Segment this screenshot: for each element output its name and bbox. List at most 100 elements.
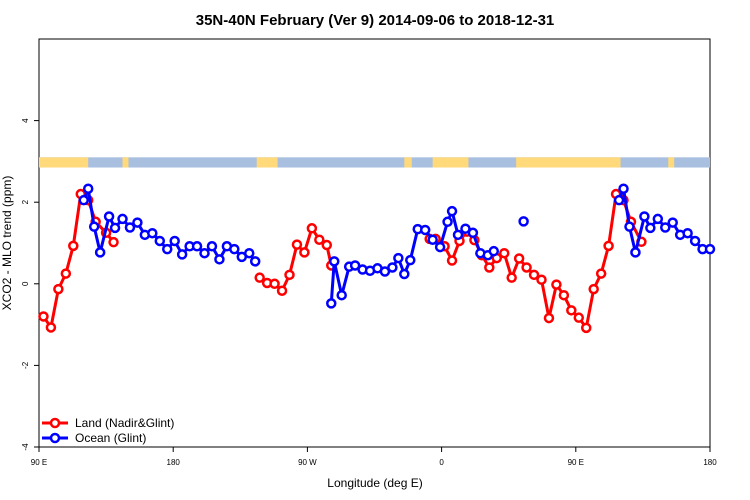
ocean-glint-point (399, 268, 410, 280)
land-nadir-glint-line (42, 192, 115, 329)
x-tick-label: 90 W (298, 458, 317, 467)
ocean-glint-point (154, 235, 166, 247)
ocean-glint-point (704, 243, 716, 255)
land-segment (516, 157, 621, 168)
land-nadir-glint-point (108, 236, 119, 248)
ocean-glint-point (328, 256, 340, 267)
land-nadir-glint-point (580, 322, 592, 334)
chart-title: 35N-40N February (Ver 9) 2014-09-06 to 2… (196, 12, 555, 29)
land-nadir-glint-point (45, 322, 57, 333)
ocean-glint-point (169, 235, 180, 247)
land-nadir-glint-point (558, 289, 570, 301)
ocean-glint-point (147, 227, 158, 239)
ocean-glint-point (488, 245, 500, 257)
ocean-glint-point (442, 216, 453, 228)
ocean-glint-point (387, 262, 398, 273)
ocean-glint-point (419, 224, 431, 236)
y-axis-label: XCO2 - MLO trend (ppm) (0, 176, 14, 311)
axes: 90 E 180 90 W 0 90 E 180 -4 -2 0 2 4 (21, 118, 717, 467)
ocean-glint-point (243, 247, 255, 259)
land-nadir-glint-point (68, 240, 79, 252)
land-nadir-glint-point (446, 255, 458, 266)
land-nadir-glint-point (588, 283, 599, 295)
ocean-glint-point (660, 222, 671, 233)
y-tick-label: -4 (21, 443, 30, 451)
land-nadir-glint-point (314, 234, 325, 245)
ocean-glint-point (191, 241, 203, 252)
ocean-glint-point (393, 252, 404, 264)
land-nadir-glint-point (53, 283, 64, 295)
x-tick-label: 90 E (31, 458, 47, 467)
ocean-glint-point (336, 289, 347, 301)
legend-label: Ocean (Glint) (75, 431, 146, 445)
ocean-glint-point (652, 213, 664, 225)
ocean-glint-point (199, 247, 210, 259)
ocean-glint-point (326, 298, 337, 309)
y-tick-label: 2 (21, 199, 30, 204)
land-segment (256, 157, 278, 168)
x-axis-label: Longitude (deg E) (327, 476, 422, 490)
ocean-glint-point (460, 223, 471, 234)
legend: Land (Nadir&Glint)Ocean (Glint) (42, 416, 174, 445)
ocean-glint-point (88, 221, 100, 232)
ocean-glint-point (124, 222, 136, 233)
land-nadir-glint-point (498, 247, 510, 259)
x-tick-label: 180 (167, 458, 181, 467)
land-nadir-glint-point (60, 268, 72, 279)
y-tick-label: 0 (21, 281, 30, 286)
ocean-glint-point (689, 235, 701, 247)
land-nadir-glint-point (484, 262, 495, 273)
land-nadir-glint-point (573, 312, 585, 323)
ocean-glint-point (682, 227, 693, 239)
land-nadir-glint-line (429, 192, 643, 330)
land-nadir-glint-point (513, 253, 525, 264)
ocean-glint-point (132, 217, 143, 228)
ocean-glint-point (613, 194, 625, 206)
x-tick-label: 0 (439, 458, 444, 467)
land-nadir-glint-point (38, 311, 49, 322)
land-nadir-glint-point (254, 272, 265, 283)
ocean-glint-point (645, 222, 656, 234)
ocean-glint-point (518, 216, 529, 227)
ocean-glint-point (639, 211, 650, 222)
ocean-glint-point (624, 221, 635, 232)
ocean-glint-point (630, 247, 641, 258)
land-nadir-glint-point (536, 274, 547, 285)
ocean-glint-point (94, 247, 106, 258)
ocean-glint-point (446, 205, 458, 217)
ocean-glint-point (229, 243, 240, 255)
ocean-glint-point (618, 183, 629, 194)
ocean-glint-point (109, 222, 121, 234)
ocean-glint-point (214, 254, 225, 265)
ocean-glint-point (379, 266, 391, 277)
plot-frame (38, 38, 711, 448)
land-segment (404, 157, 412, 168)
land-nadir-glint-point (276, 285, 288, 296)
land-nadir-glint-point (269, 278, 280, 290)
ocean-glint-point (452, 229, 464, 241)
land-nadir-glint-point (284, 269, 295, 281)
land-nadir-glint-point (291, 239, 303, 250)
land-nadir-glint-point (306, 223, 318, 234)
land-nadir-glint-point (551, 279, 562, 290)
ocean-glint-point (117, 213, 128, 225)
ocean-glint-point (405, 254, 416, 266)
ocean-glint-point (82, 183, 94, 194)
ocean-band (39, 157, 710, 168)
ocean-glint-point (667, 217, 678, 228)
land-nadir-glint-point (321, 239, 333, 251)
land-nadir-glint-point (566, 305, 577, 316)
land-nadir-glint-point (528, 269, 540, 281)
land-nadir-glint-point (595, 268, 607, 279)
land-segment (39, 157, 89, 168)
ocean-glint-point (161, 243, 173, 255)
ocean-glint-point (249, 256, 261, 267)
ocean-glint-point (78, 194, 89, 206)
x-tick-label: 180 (703, 458, 717, 467)
y-tick-label: 4 (21, 118, 30, 123)
land-nadir-glint-point (603, 240, 614, 252)
land-segment (668, 157, 675, 168)
land-segment (432, 157, 469, 168)
ocean-glint-point (427, 234, 438, 245)
